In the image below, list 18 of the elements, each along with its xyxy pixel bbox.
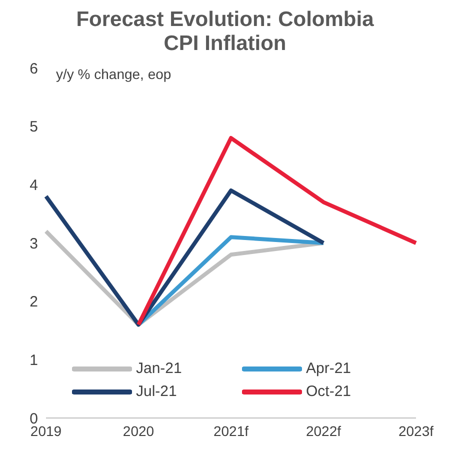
- line-series: [136, 136, 418, 327]
- legend-label: Apr-21: [306, 360, 352, 377]
- y-tick-label: 4: [30, 176, 38, 194]
- x-tick-label: 2021f: [213, 422, 249, 439]
- annotation: y/y % change, eop: [56, 66, 172, 82]
- y-tick-label: 5: [30, 118, 38, 136]
- y-tick-label: 2: [30, 294, 38, 311]
- chart-title: Forecast Evolution: Colombia CPI Inflation: [75, 8, 375, 56]
- legend-label: Oct-21: [306, 383, 352, 400]
- x-tick-label: 2022f: [306, 422, 342, 439]
- y-tick-label: 3: [30, 235, 38, 252]
- y-tick-label: 1: [30, 352, 38, 369]
- legend-label: Jan-21: [136, 360, 182, 377]
- x-tick-label: 2020: [122, 422, 154, 439]
- legend-label: Jul-21: [136, 383, 177, 400]
- line-series: [44, 188, 326, 327]
- y-tick-label: 6: [30, 60, 38, 78]
- x-tick-label: 2023f: [398, 422, 434, 439]
